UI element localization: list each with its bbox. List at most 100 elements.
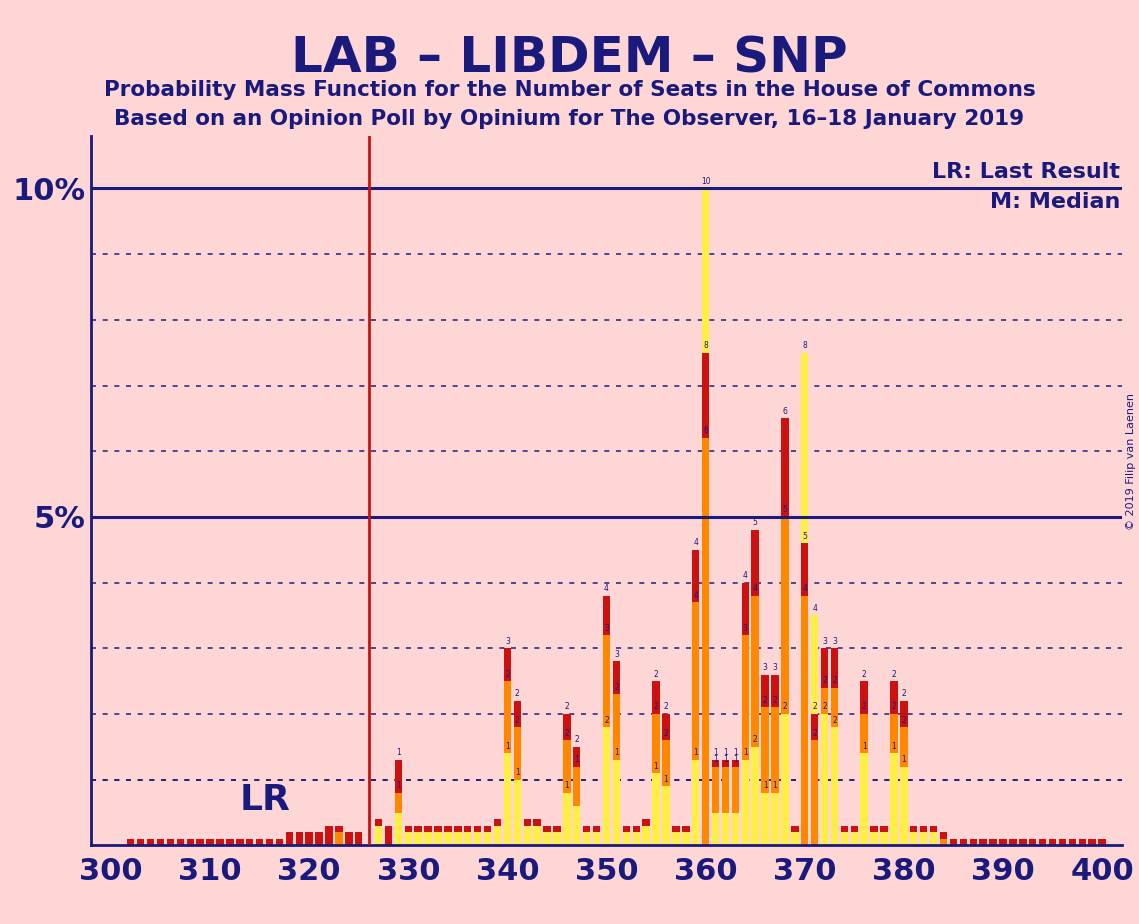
Bar xyxy=(801,353,809,845)
Bar xyxy=(900,767,908,845)
Bar xyxy=(722,760,729,845)
Bar xyxy=(1039,839,1047,845)
Text: 1: 1 xyxy=(734,748,738,758)
Bar xyxy=(524,820,531,845)
Text: 5: 5 xyxy=(753,518,757,528)
Bar xyxy=(1059,839,1066,845)
Bar xyxy=(662,740,670,845)
Text: 1: 1 xyxy=(664,774,669,784)
Bar xyxy=(623,833,630,845)
Text: 1: 1 xyxy=(723,755,728,764)
Bar xyxy=(929,826,937,845)
Bar xyxy=(672,833,680,845)
Bar xyxy=(256,839,263,845)
Bar xyxy=(454,833,461,845)
Bar xyxy=(999,839,1007,845)
Bar xyxy=(385,826,392,845)
Text: 6: 6 xyxy=(703,427,708,435)
Bar xyxy=(583,826,590,845)
Bar xyxy=(415,833,421,845)
Text: 4: 4 xyxy=(753,584,757,593)
Bar xyxy=(375,820,383,845)
Text: 1: 1 xyxy=(515,768,519,777)
Bar xyxy=(999,839,1007,845)
Text: 2: 2 xyxy=(565,702,570,711)
Bar xyxy=(990,839,997,845)
Text: 2: 2 xyxy=(812,729,817,737)
Bar xyxy=(286,833,293,845)
Bar xyxy=(573,806,581,845)
Bar xyxy=(316,833,322,845)
Text: 1: 1 xyxy=(763,782,768,790)
Bar xyxy=(603,635,611,845)
Bar xyxy=(880,826,887,845)
Bar xyxy=(216,839,223,845)
Bar xyxy=(653,681,659,845)
Bar xyxy=(860,681,868,845)
Text: 8: 8 xyxy=(703,341,708,350)
Bar xyxy=(910,826,918,845)
Text: Based on an Opinion Poll by Opinium for The Observer, 16–18 January 2019: Based on an Opinion Poll by Opinium for … xyxy=(114,109,1025,129)
Bar xyxy=(662,786,670,845)
Bar xyxy=(642,826,650,845)
Bar xyxy=(1089,839,1096,845)
Bar xyxy=(385,826,392,845)
Bar xyxy=(811,740,819,845)
Bar xyxy=(1068,839,1076,845)
Text: 2: 2 xyxy=(565,729,570,737)
Bar xyxy=(128,839,134,845)
Bar xyxy=(206,839,214,845)
Bar xyxy=(246,839,253,845)
Bar xyxy=(474,826,482,845)
Text: LR: Last Result: LR: Last Result xyxy=(932,162,1120,182)
Bar xyxy=(792,826,798,845)
Bar xyxy=(781,714,788,845)
Bar xyxy=(811,714,819,845)
Bar xyxy=(326,826,333,845)
Bar xyxy=(682,826,689,845)
Bar xyxy=(741,583,749,845)
Bar xyxy=(1029,839,1036,845)
Bar xyxy=(206,839,214,845)
Bar xyxy=(227,839,233,845)
Bar xyxy=(1098,839,1106,845)
Bar xyxy=(533,826,541,845)
Bar xyxy=(841,826,849,845)
Bar xyxy=(1068,839,1076,845)
Bar xyxy=(1039,839,1047,845)
Bar xyxy=(265,839,273,845)
Bar xyxy=(960,839,967,845)
Bar xyxy=(870,833,878,845)
Bar xyxy=(761,793,769,845)
Bar xyxy=(1089,839,1096,845)
Text: 1: 1 xyxy=(505,742,510,751)
Bar xyxy=(752,747,759,845)
Text: 4: 4 xyxy=(743,571,747,580)
Bar xyxy=(265,839,273,845)
Bar xyxy=(910,833,918,845)
Bar xyxy=(216,839,223,845)
Bar xyxy=(137,839,145,845)
Bar xyxy=(394,760,402,845)
Bar xyxy=(286,833,293,845)
Text: 2: 2 xyxy=(892,670,896,678)
Bar xyxy=(227,839,233,845)
Text: 3: 3 xyxy=(614,650,618,659)
Text: 5: 5 xyxy=(802,531,808,541)
Bar xyxy=(870,826,878,845)
Bar xyxy=(821,687,828,845)
Text: 2: 2 xyxy=(833,715,837,724)
Text: 1: 1 xyxy=(614,748,618,758)
Bar xyxy=(1059,839,1066,845)
Text: 5: 5 xyxy=(782,505,787,515)
Bar xyxy=(1079,839,1085,845)
Bar xyxy=(980,839,986,845)
Text: 1: 1 xyxy=(862,742,867,751)
Bar xyxy=(880,833,887,845)
Text: 1: 1 xyxy=(723,748,728,758)
Bar xyxy=(613,760,620,845)
Bar xyxy=(533,820,541,845)
Text: 2: 2 xyxy=(833,676,837,685)
Bar xyxy=(494,826,501,845)
Bar xyxy=(653,773,659,845)
